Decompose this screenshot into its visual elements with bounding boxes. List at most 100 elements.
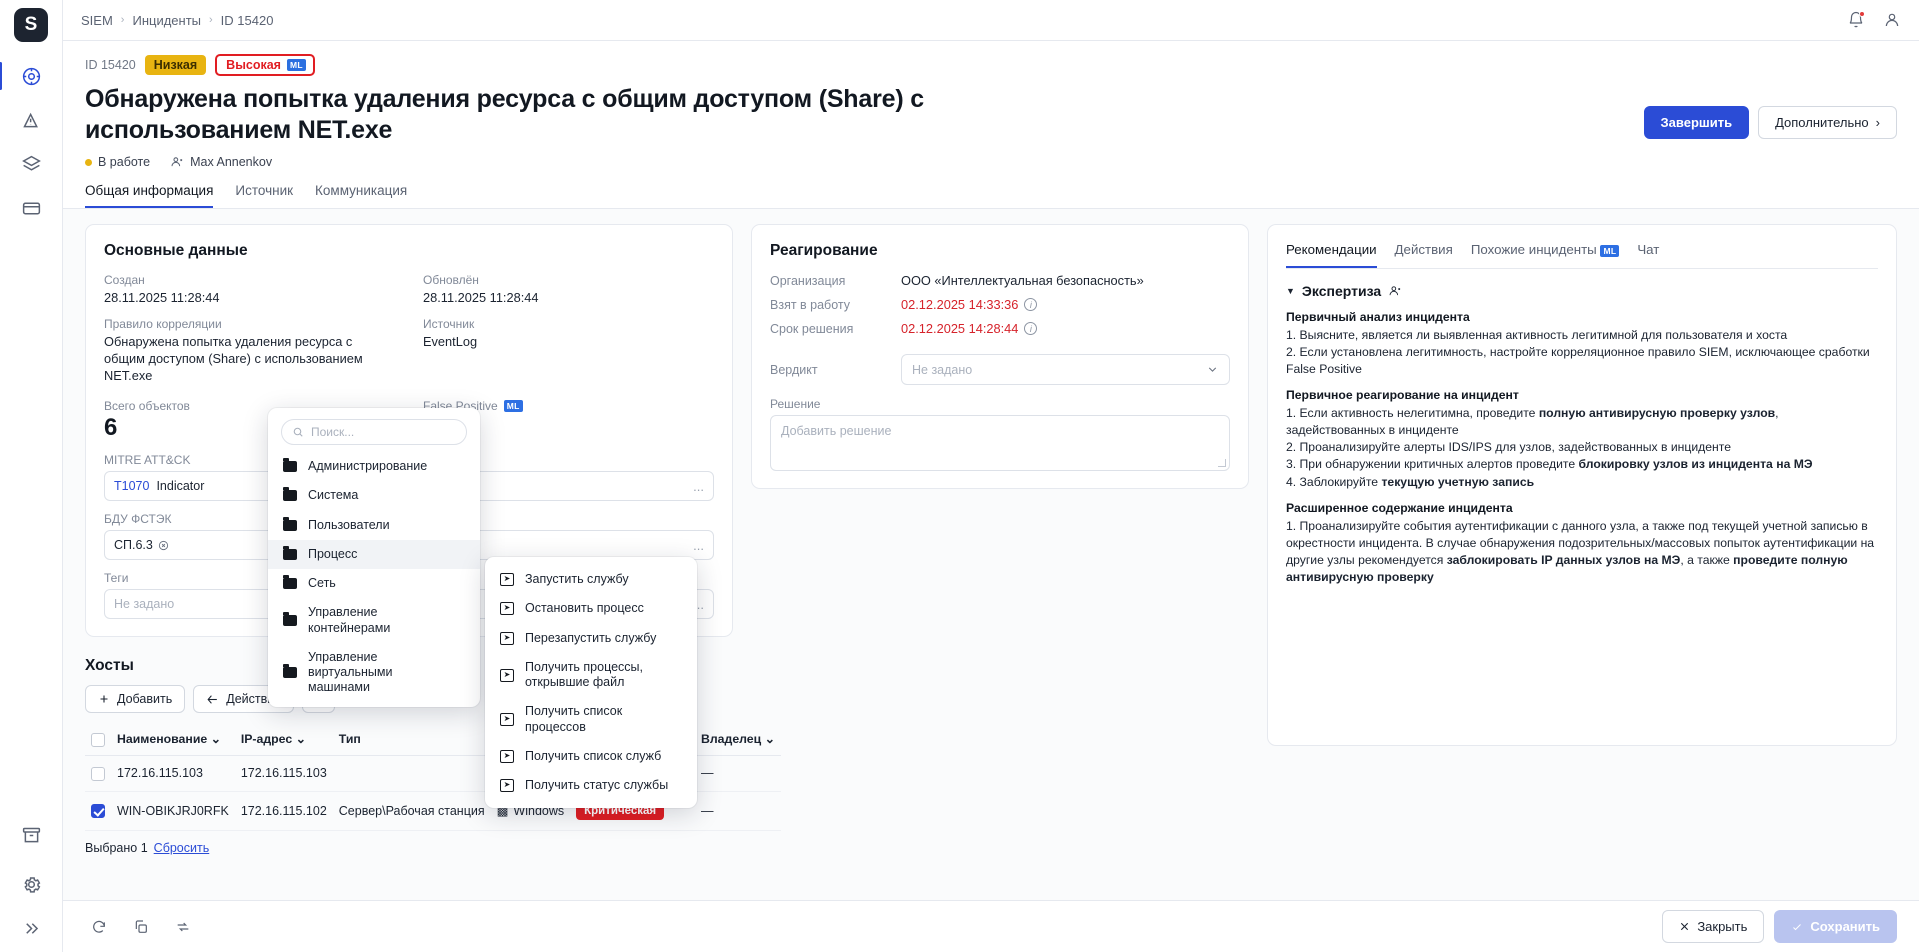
col-owner[interactable]: Владелец ⌄ xyxy=(694,724,781,756)
info-icon[interactable]: i xyxy=(1024,322,1038,335)
action-item-get-processes-with-file[interactable]: ➤ Получить процессы, открывшие файл xyxy=(485,653,697,698)
header-action-buttons: Завершить Дополнительно › xyxy=(1643,84,1897,139)
complete-button[interactable]: Завершить xyxy=(1643,106,1750,139)
breadcrumb: SIEM › Инциденты › ID 15420 xyxy=(81,13,273,28)
save-button[interactable]: Сохранить xyxy=(1774,910,1897,943)
breadcrumb-item-id[interactable]: ID 15420 xyxy=(220,12,274,28)
category-item-system[interactable]: Система xyxy=(268,481,480,510)
mitre-tactic-link[interactable]: T1070 xyxy=(114,479,150,494)
bell-icon xyxy=(1847,11,1865,29)
sidebar-collapse-toggle[interactable] xyxy=(9,908,53,948)
cancel-button[interactable]: Закрыть xyxy=(1662,910,1765,943)
action-item-restart-service[interactable]: ➤ Перезапустить службу xyxy=(485,624,697,653)
tab-similar-incidents[interactable]: Похожие инциденты ML xyxy=(1471,242,1620,268)
decision-textarea[interactable]: Добавить решение xyxy=(770,415,1230,471)
sidebar-item-assets[interactable] xyxy=(9,144,53,184)
org-label: Организация xyxy=(770,273,846,288)
table-row[interactable]: 172.16.115.103 172.16.115.103 ▩Windows — xyxy=(85,755,781,792)
more-button[interactable]: Дополнительно › xyxy=(1758,106,1897,139)
save-icon xyxy=(1791,921,1803,933)
priority-badge-high-label: Высокая xyxy=(226,58,281,72)
recommendations-card: Рекомендации Действия Похожие инциденты … xyxy=(1267,224,1897,746)
assignee[interactable]: Max Annenkov xyxy=(170,155,272,169)
action-item-stop-process[interactable]: ➤ Остановить процесс xyxy=(485,594,697,623)
info-icon[interactable]: i xyxy=(1024,298,1038,311)
sidebar-item-cards[interactable] xyxy=(9,188,53,228)
rec-line: 1. Проанализируйте события аутентификаци… xyxy=(1286,518,1875,584)
footer-bar: Закрыть Сохранить xyxy=(63,900,1919,952)
verdict-select[interactable]: Не задано xyxy=(901,354,1230,385)
category-item-process[interactable]: Процесс xyxy=(268,539,480,569)
topbar-actions xyxy=(1847,11,1901,29)
resize-grip-icon[interactable] xyxy=(1218,459,1226,467)
status-dot-icon xyxy=(85,159,92,166)
copy-icon[interactable] xyxy=(127,913,155,941)
breadcrumb-item-siem[interactable]: SIEM xyxy=(81,12,113,28)
tab-chat[interactable]: Чат xyxy=(1637,242,1660,257)
category-item-container-management[interactable]: Управление контейнерами xyxy=(268,598,480,643)
action-item-label: Получить статус службы xyxy=(525,778,669,792)
rec-heading: Первичный анализ инцидента xyxy=(1286,310,1470,324)
category-item-label: Система xyxy=(308,488,359,503)
action-item-label: Запустить службу xyxy=(525,572,629,586)
tab-recommendations[interactable]: Рекомендации xyxy=(1286,242,1377,268)
category-item-users[interactable]: Пользователи xyxy=(268,511,480,540)
sidebar-item-archive[interactable] xyxy=(9,820,53,860)
select-all-checkbox[interactable] xyxy=(91,732,105,747)
topbar: SIEM › Инциденты › ID 15420 xyxy=(63,0,1919,41)
header-meta: В работе Max Annenkov xyxy=(85,155,1897,169)
tab-source[interactable]: Источник xyxy=(235,183,294,198)
app-logo[interactable]: S xyxy=(14,8,48,42)
rule-value: Обнаружена попытка удаления ресурса с об… xyxy=(104,334,363,384)
category-item-network[interactable]: Сеть xyxy=(268,569,480,598)
row-checkbox[interactable] xyxy=(91,766,105,781)
row-checkbox[interactable] xyxy=(91,804,105,819)
category-search-input[interactable]: Поиск... xyxy=(281,419,467,445)
col-type[interactable]: Тип xyxy=(332,724,491,756)
col-ip-label: IP-адрес xyxy=(240,732,293,747)
notifications-button[interactable] xyxy=(1847,11,1865,29)
reset-selection-link[interactable]: Сбросить xyxy=(153,840,210,855)
add-host-button[interactable]: Добавить xyxy=(85,685,186,714)
row-select-cell xyxy=(85,791,111,831)
tags-overflow-icon[interactable]: ... xyxy=(693,596,704,612)
verdict-row: Вердикт Не задано xyxy=(770,354,1230,385)
refresh-icon[interactable] xyxy=(85,913,113,941)
action-item-get-process-list[interactable]: ➤ Получить список процессов xyxy=(485,697,697,742)
mitre-label: MITRE ATT&CK xyxy=(104,453,191,468)
sync-icon[interactable] xyxy=(169,913,197,941)
action-item-get-service-list[interactable]: ➤ Получить список служб xyxy=(485,742,697,771)
row-type: Сервер\Рабочая станция xyxy=(332,791,491,831)
category-item-administration[interactable]: Администрирование xyxy=(268,452,480,481)
bdu-overflow-icon[interactable]: ... xyxy=(693,537,704,553)
action-item-label: Получить список служб xyxy=(525,748,662,763)
profile-button[interactable] xyxy=(1883,11,1901,29)
category-item-vm-management[interactable]: Управление виртуальными машинами xyxy=(268,643,480,703)
action-item-get-service-status[interactable]: ➤ Получить статус службы xyxy=(485,771,697,800)
hosts-table-body: 172.16.115.103 172.16.115.103 ▩Windows — xyxy=(85,755,781,831)
remove-chip-icon[interactable] xyxy=(158,540,169,551)
run-icon: ➤ xyxy=(500,631,514,645)
cards-icon xyxy=(21,198,42,219)
action-item-label: Получить процессы, открывшие файл xyxy=(525,659,644,689)
category-dropdown-menu[interactable]: Поиск... Администрирование Система Польз… xyxy=(268,408,480,707)
archive-icon xyxy=(21,825,42,846)
decision-placeholder: Добавить решение xyxy=(781,424,892,438)
action-item-start-service[interactable]: ➤ Запустить службу xyxy=(485,565,697,594)
breadcrumb-item-incidents[interactable]: Инциденты xyxy=(132,12,201,28)
tab-general[interactable]: Общая информация xyxy=(85,183,214,208)
sidebar-item-incidents[interactable] xyxy=(9,100,53,140)
action-submenu[interactable]: ➤ Запустить службу ➤ Остановить процесс … xyxy=(485,557,697,809)
tab-communication[interactable]: Коммуникация xyxy=(315,183,408,198)
expertise-header[interactable]: ▼ Экспертиза xyxy=(1286,283,1878,299)
assignee-name: Max Annenkov xyxy=(190,155,273,169)
col-name[interactable]: Наименование ⌄ xyxy=(111,724,235,756)
mitre-overflow-icon[interactable]: ... xyxy=(693,478,704,494)
tab-actions[interactable]: Действия xyxy=(1394,242,1453,257)
sidebar-item-dashboard[interactable] xyxy=(0,56,53,96)
sidebar-item-settings[interactable] xyxy=(9,864,53,904)
person-icon xyxy=(170,155,184,169)
col-ip[interactable]: IP-адрес ⌄ xyxy=(234,724,333,756)
category-item-label: Сеть xyxy=(308,576,336,590)
